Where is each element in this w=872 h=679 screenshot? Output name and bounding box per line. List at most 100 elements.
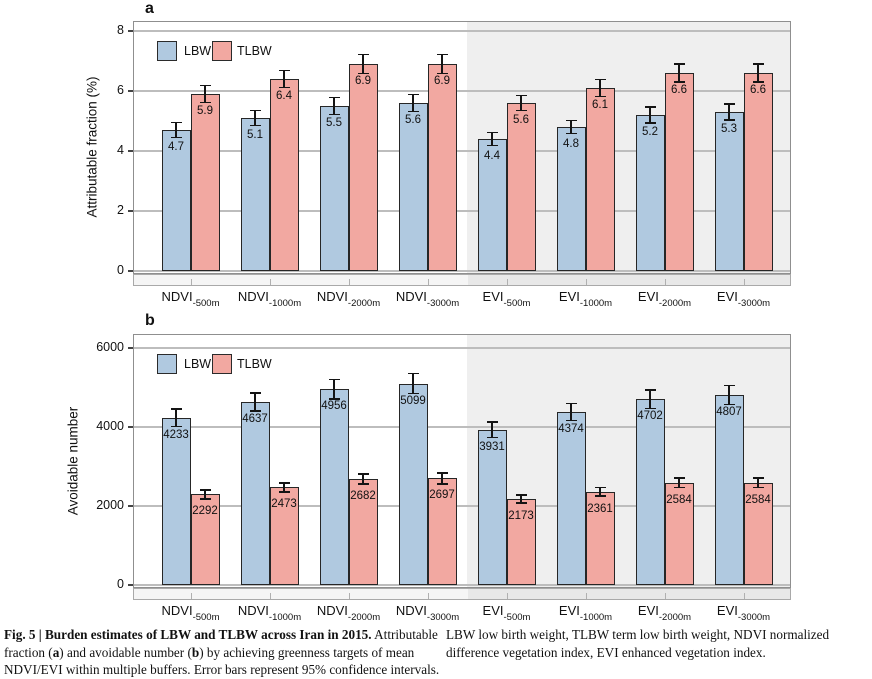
error-bar-line <box>678 64 680 82</box>
bar-lbw-ndvi-3000m <box>398 383 428 585</box>
bar-tlbw-ndvi-1000m <box>269 487 299 585</box>
error-bar-cap-top <box>407 93 419 96</box>
error-bar-cap-bottom <box>328 113 340 116</box>
error-bar-cap-bottom <box>328 398 340 400</box>
error-bar-cap-bottom <box>170 136 182 139</box>
error-bar-line <box>175 122 177 138</box>
error-bar-cap-bottom <box>752 81 764 83</box>
axis-strip-evi-half <box>468 589 790 599</box>
bar-tlbw-ndvi-2000m <box>348 64 378 271</box>
error-bar-cap-bottom <box>170 425 182 428</box>
x-axis-tick <box>665 593 666 599</box>
panel-b-gridline-0 <box>133 584 791 586</box>
bar-tlbw-evi-500m <box>506 103 536 271</box>
panel-a-y-tick-label: 0 <box>117 263 124 277</box>
error-bar-line <box>254 392 256 411</box>
error-bar-cap-top <box>278 69 290 72</box>
error-bar-cap-top <box>565 119 577 122</box>
panel-b-label: b <box>145 312 155 329</box>
x-category-label-ndvi-3000m: NDVI-3000m <box>395 289 460 309</box>
panel-a-y-tick-label: 2 <box>117 203 124 217</box>
error-bar-cap-top <box>199 489 211 491</box>
error-bar-cap-top <box>594 78 606 81</box>
bar-value-label: 2682 <box>350 490 376 503</box>
panel-b-y-tick-label: 6000 <box>96 340 124 354</box>
error-bar-cap-top <box>752 477 764 479</box>
bar-tlbw-evi-3000m <box>743 482 773 585</box>
x-axis-tick <box>744 279 745 285</box>
error-bar-line <box>254 110 256 126</box>
error-bar-line <box>678 478 680 488</box>
bar-value-label: 4637 <box>242 412 268 425</box>
x-axis-tick <box>270 593 271 599</box>
error-bar-line <box>757 478 759 488</box>
x-axis-tick <box>270 279 271 285</box>
x-category-label-ndvi-1000m: NDVI-1000m <box>237 603 302 623</box>
legend-swatch-lbw <box>157 354 177 374</box>
bar-value-label: 5.1 <box>247 129 263 141</box>
error-bar-line <box>491 421 493 438</box>
bar-tlbw-evi-2000m <box>664 482 694 585</box>
error-bar-line <box>570 120 572 134</box>
bar-value-label: 2584 <box>745 493 771 506</box>
panel-a-y-tick <box>128 90 133 92</box>
legend-swatch-tlbw <box>212 41 232 61</box>
legend-label-lbw: LBW <box>184 44 212 58</box>
error-bar-cap-bottom <box>644 122 656 124</box>
bar-lbw-evi-500m <box>477 429 507 585</box>
panel-a-y-tick-label: 8 <box>117 23 124 37</box>
panel-a-gridline-4 <box>133 150 791 152</box>
panel-b-y-tick <box>128 426 133 428</box>
error-bar-line <box>520 495 522 504</box>
caption-right-column: LBW low birth weight, TLBW term low birt… <box>446 627 830 660</box>
panel-a-label: a <box>145 0 154 17</box>
bar-value-label: 5.2 <box>642 126 658 138</box>
bar-value-label: 5.9 <box>197 105 213 117</box>
error-bar-cap-top <box>594 486 606 489</box>
x-category-label-evi-3000m: EVI-3000m <box>716 289 771 309</box>
error-bar-line <box>441 54 443 74</box>
panel-b-y-tick <box>128 505 133 507</box>
error-bar-cap-top <box>278 482 290 484</box>
error-bar-cap-bottom <box>436 483 448 485</box>
x-axis-tick <box>586 279 587 285</box>
bar-value-label: 4702 <box>637 410 663 423</box>
error-bar-cap-top <box>407 372 419 375</box>
panel-a-y-tick <box>128 270 133 272</box>
legend-label-tlbw: TLBW <box>237 357 272 371</box>
panel-a-gridline-0 <box>133 270 791 272</box>
panel-a-y-tick <box>128 150 133 152</box>
bar-tlbw-evi-1000m <box>585 491 615 585</box>
bar-value-label: 5.3 <box>721 123 737 135</box>
bar-tlbw-ndvi-3000m <box>427 64 457 271</box>
bar-value-label: 5.5 <box>326 117 342 129</box>
error-bar-line <box>570 403 572 421</box>
x-axis-tick <box>744 593 745 599</box>
bar-lbw-ndvi-2000m <box>319 389 349 585</box>
bar-value-label: 4233 <box>163 428 189 441</box>
error-bar-cap-top <box>644 389 656 391</box>
bar-lbw-evi-500m <box>477 139 507 271</box>
panel-a-gridline-6 <box>133 90 791 92</box>
error-bar-cap-top <box>723 384 735 387</box>
bar-value-label: 2361 <box>587 502 613 515</box>
error-bar-line <box>333 97 335 115</box>
error-bar-cap-bottom <box>565 419 577 422</box>
x-axis-tick <box>191 593 192 599</box>
error-bar-cap-bottom <box>249 124 261 127</box>
error-bar-cap-bottom <box>199 498 211 500</box>
bar-value-label: 6.9 <box>434 75 450 87</box>
error-bar-cap-bottom <box>249 410 261 412</box>
error-bar-cap-bottom <box>515 502 527 504</box>
error-bar-line <box>362 473 364 485</box>
panel-b-y-tick <box>128 584 133 586</box>
bar-value-label: 6.6 <box>750 84 766 96</box>
panel-a-y-tick <box>128 210 133 212</box>
error-bar-cap-top <box>199 84 211 87</box>
panel-a-gridline-8 <box>133 30 791 32</box>
bar-lbw-evi-1000m <box>556 412 586 585</box>
x-category-label-ndvi-1000m: NDVI-1000m <box>237 289 302 309</box>
x-axis-tick <box>507 279 508 285</box>
error-bar-cap-bottom <box>278 86 290 89</box>
